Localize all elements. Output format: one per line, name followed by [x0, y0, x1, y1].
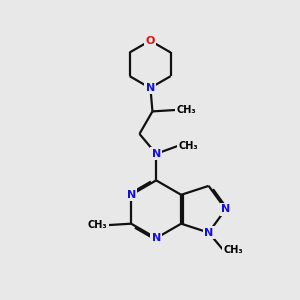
Text: CH₃: CH₃: [176, 105, 196, 115]
Text: N: N: [152, 149, 161, 159]
Text: N: N: [152, 233, 161, 243]
Text: O: O: [146, 36, 155, 46]
Text: N: N: [127, 190, 136, 200]
Text: CH₃: CH₃: [178, 141, 198, 151]
Text: N: N: [221, 204, 230, 214]
Text: CH₃: CH₃: [88, 220, 107, 230]
Text: N: N: [204, 228, 213, 238]
Text: N: N: [146, 83, 155, 93]
Text: CH₃: CH₃: [224, 245, 243, 255]
